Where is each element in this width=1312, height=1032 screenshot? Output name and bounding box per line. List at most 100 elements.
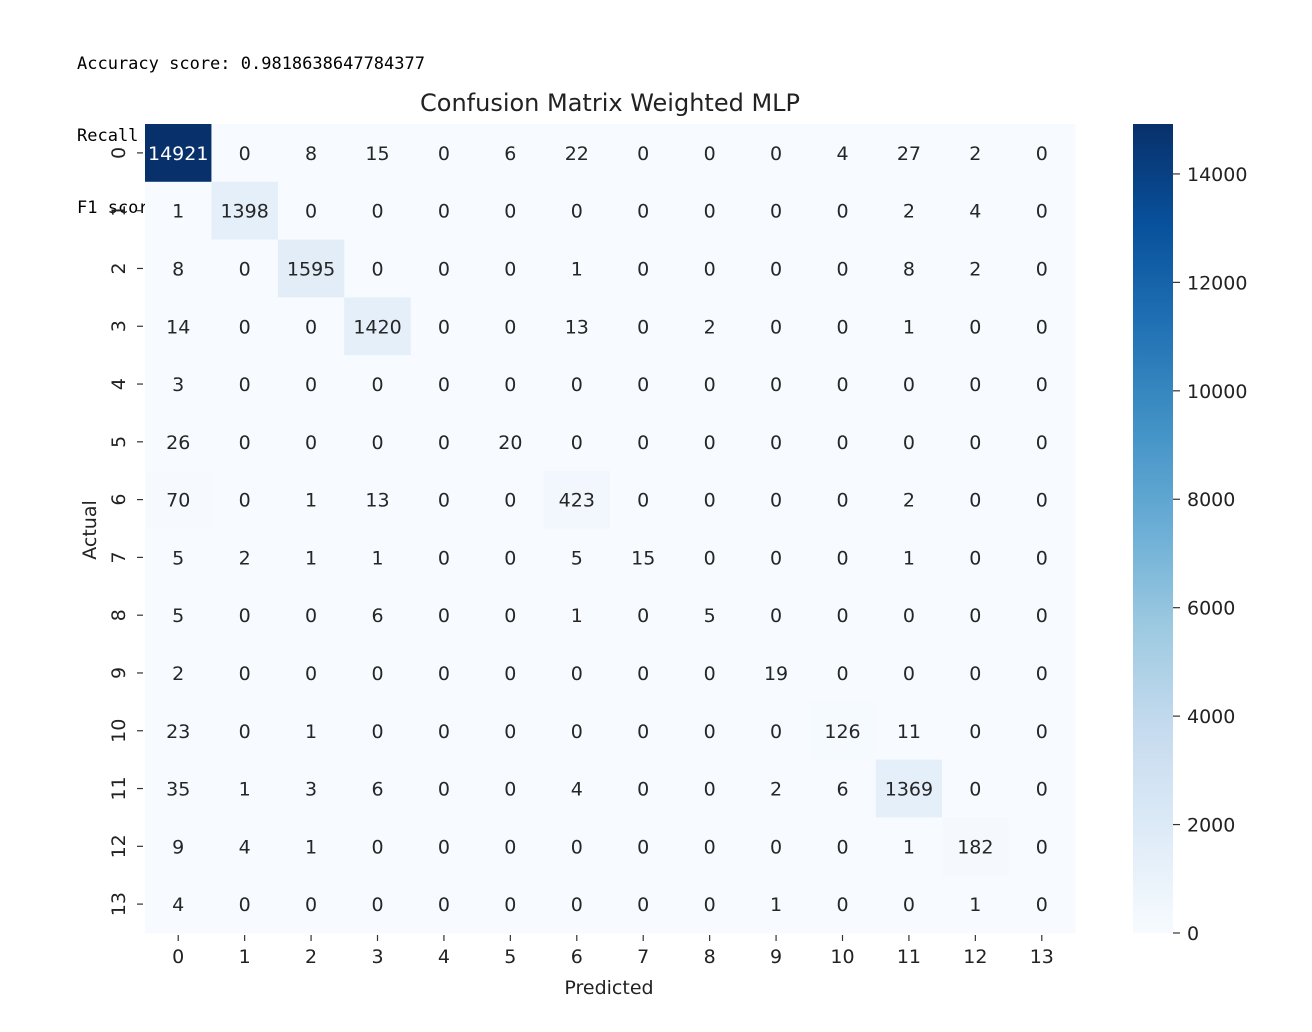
cell-value-label: 4 (969, 201, 981, 223)
colorbar-tick-label: 8000 (1187, 489, 1235, 511)
cell-value-label: 0 (836, 490, 848, 512)
cell-value-label: 0 (239, 490, 251, 512)
cell-value-label: 0 (504, 605, 516, 627)
cell-value-label: 4 (836, 143, 848, 165)
heatmap-cells: 14921 0 8 15 0 6 22 0 0 0 4 27 2 01 1398 0 0 0 0 0 0 0 0 0 2 4 08 0… (145, 124, 1076, 934)
colorbar-tick-label: 4000 (1187, 706, 1235, 728)
cell-value-label: 0 (637, 721, 649, 743)
cell-value-label: 0 (1036, 374, 1048, 396)
cell-value-label: 20 (498, 432, 522, 454)
cell-value-label: 8 (172, 258, 184, 280)
cell-value-label: 0 (704, 490, 716, 512)
cell-value-label: 0 (571, 374, 583, 396)
cell-value-label: 0 (770, 721, 782, 743)
cell-value-label: 0 (438, 836, 450, 858)
cell-value-label: 0 (504, 374, 516, 396)
cell-value-label: 0 (305, 894, 317, 916)
cell-value-label: 0 (438, 432, 450, 454)
cell-value-label: 0 (571, 432, 583, 454)
cell-value-label: 0 (903, 374, 915, 396)
cell-value-label: 0 (571, 836, 583, 858)
cell-value-label: 0 (836, 258, 848, 280)
cell-value-label: 0 (637, 605, 649, 627)
cell-value-label: 1 (969, 894, 981, 916)
cell-value-label: 70 (166, 490, 190, 512)
colorbar-tick-label: 0 (1187, 923, 1199, 945)
cell-value-label: 0 (438, 547, 450, 569)
cell-value-label: 0 (239, 432, 251, 454)
cell-value-label: 2 (704, 316, 716, 338)
cell-value-label: 0 (903, 663, 915, 685)
x-tick-label: 1 (239, 946, 251, 968)
cell-value-label: 1 (371, 547, 383, 569)
cell-value-label: 0 (969, 547, 981, 569)
x-tick-labels: 0 1 2 3 4 5 6 7 8 9 10 11 12 13 (172, 935, 1054, 968)
cell-value-label: 0 (504, 490, 516, 512)
cell-value-label: 0 (704, 143, 716, 165)
cell-value-label: 1420 (353, 316, 401, 338)
cell-value-label: 1 (305, 721, 317, 743)
cell-value-label: 0 (438, 143, 450, 165)
cell-value-label: 0 (969, 721, 981, 743)
cell-value-label: 22 (565, 143, 589, 165)
cell-value-label: 126 (824, 721, 860, 743)
cell-value-label: 0 (836, 432, 848, 454)
cell-value-label: 13 (365, 490, 389, 512)
cell-value-label: 0 (1036, 894, 1048, 916)
cell-value-label: 0 (371, 201, 383, 223)
chart-title: Confusion Matrix Weighted MLP (420, 89, 800, 117)
cell-value-label: 0 (1036, 836, 1048, 858)
cell-value-label: 2 (239, 547, 251, 569)
cell-value-label: 1 (172, 201, 184, 223)
y-tick-label: 11 (108, 776, 130, 800)
cell-value-label: 1 (305, 547, 317, 569)
cell-value-label: 0 (637, 258, 649, 280)
cell-value-label: 0 (504, 894, 516, 916)
cell-value-label: 1398 (220, 201, 268, 223)
cell-value-label: 8 (305, 143, 317, 165)
cell-value-label: 1 (770, 894, 782, 916)
cell-value-label: 0 (571, 663, 583, 685)
cell-value-label: 0 (770, 490, 782, 512)
cell-value-label: 27 (897, 143, 921, 165)
cell-value-label: 0 (239, 894, 251, 916)
y-tick-label: 1 (108, 205, 130, 217)
x-tick-label: 2 (305, 946, 317, 968)
cell-value-label: 0 (504, 201, 516, 223)
cell-value-label: 0 (1036, 490, 1048, 512)
cell-value-label: 1595 (287, 258, 335, 280)
cell-value-label: 0 (1036, 605, 1048, 627)
cell-value-label: 0 (836, 663, 848, 685)
cell-value-label: 0 (969, 432, 981, 454)
cell-value-label: 0 (438, 663, 450, 685)
cell-value-label: 0 (836, 836, 848, 858)
cell-value-label: 0 (305, 201, 317, 223)
cell-value-label: 1 (571, 258, 583, 280)
cell-value-label: 0 (704, 374, 716, 396)
cell-value-label: 0 (903, 432, 915, 454)
cell-value-label: 6 (836, 779, 848, 801)
cell-value-label: 35 (166, 779, 190, 801)
x-tick-label: 12 (963, 946, 987, 968)
cell-value-label: 0 (438, 721, 450, 743)
cell-value-label: 0 (637, 663, 649, 685)
cell-value-label: 0 (239, 143, 251, 165)
cell-value-label: 0 (637, 316, 649, 338)
cell-value-label: 0 (969, 316, 981, 338)
cell-value-label: 0 (836, 316, 848, 338)
cell-value-label: 0 (969, 374, 981, 396)
cell-value-label: 2 (903, 201, 915, 223)
cell-value-label: 0 (637, 143, 649, 165)
cell-value-label: 0 (1036, 432, 1048, 454)
cell-value-label: 0 (770, 605, 782, 627)
cell-value-label: 0 (704, 894, 716, 916)
colorbar-ticks: 02000400060008000100001200014000 (1173, 164, 1247, 945)
cell-value-label: 0 (770, 547, 782, 569)
cell-value-label: 0 (903, 894, 915, 916)
cell-value-label: 0 (305, 605, 317, 627)
cell-value-label: 6 (371, 779, 383, 801)
cell-value-label: 0 (704, 201, 716, 223)
cell-value-label: 0 (637, 490, 649, 512)
cell-value-label: 0 (438, 779, 450, 801)
cell-value-label: 0 (637, 894, 649, 916)
